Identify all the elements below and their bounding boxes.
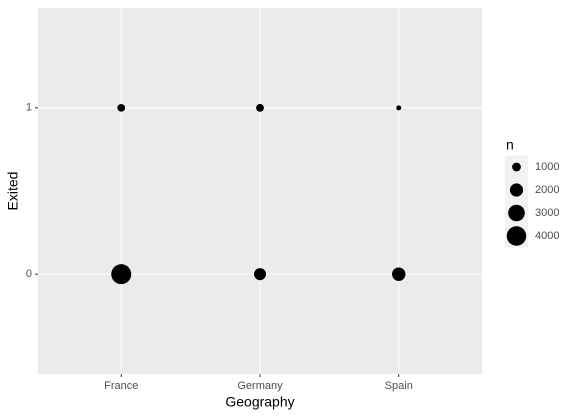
point xyxy=(111,264,132,285)
x-tick-label: France xyxy=(104,380,138,392)
legend-label: 2000 xyxy=(535,184,559,196)
point xyxy=(256,103,264,112)
legend-label: 4000 xyxy=(535,230,559,242)
legend-point xyxy=(508,204,525,222)
legend-point xyxy=(512,162,521,172)
x-tick-label: Spain xyxy=(385,380,413,392)
legend-point xyxy=(506,226,527,246)
legend-label: 3000 xyxy=(535,207,559,219)
x-tick-label: Germany xyxy=(237,380,283,392)
point xyxy=(396,105,402,111)
y-axis-label: Exited xyxy=(5,172,21,211)
legend-label: 1000 xyxy=(535,161,559,173)
legend-title: n xyxy=(506,137,514,153)
point xyxy=(392,267,406,281)
y-tick-label: 1 xyxy=(26,102,32,114)
point xyxy=(253,268,267,281)
point xyxy=(117,103,126,112)
y-tick-label: 0 xyxy=(26,268,32,280)
legend-point xyxy=(509,183,524,197)
x-axis-label: Geography xyxy=(225,394,294,410)
